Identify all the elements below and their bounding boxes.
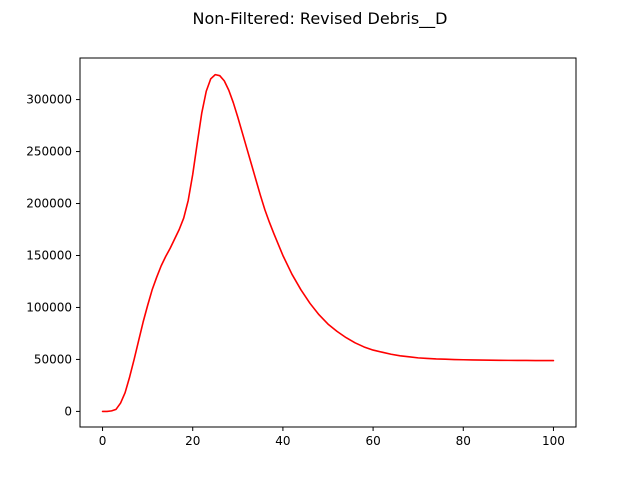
axes-frame [79,57,577,428]
x-tick-label: 40 [275,434,290,448]
y-tick-label: 300000 [26,93,72,107]
x-tick-label: 80 [456,434,471,448]
y-tick-label: 200000 [26,197,72,211]
x-axis: 0 20 40 60 80 100 [99,427,565,448]
x-tick-label: 60 [365,434,380,448]
y-tick-label: 0 [64,404,72,418]
plot-area: 0 20 40 60 80 100 0 50000 100000 150000 200000 250… [26,57,577,448]
series-group [101,73,555,413]
y-tick-label: 250000 [26,145,72,159]
y-tick-label: 50000 [34,352,72,366]
chart-title: Non-Filtered: Revised Debris__D [193,9,448,29]
y-tick-label: 150000 [26,248,72,262]
y-tick-label: 100000 [26,300,72,314]
x-tick-label: 20 [185,434,200,448]
y-axis: 0 50000 100000 150000 200000 250000 300000 [26,93,80,418]
x-tick-label: 0 [99,434,107,448]
series-line-0 [101,73,555,413]
x-tick-label: 100 [542,434,565,448]
